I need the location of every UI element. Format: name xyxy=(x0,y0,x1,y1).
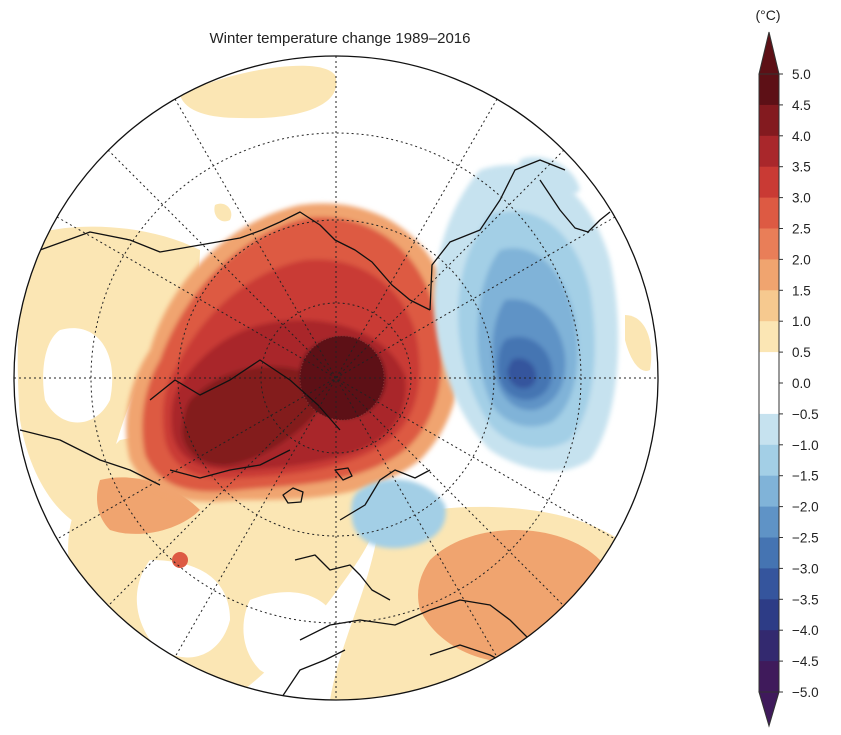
legend-swatch xyxy=(759,537,779,569)
legend-swatch xyxy=(759,135,779,168)
neutral-regions xyxy=(43,328,340,680)
cold-siberia-anomaly xyxy=(434,164,619,471)
legend-tick-label: 5.0 xyxy=(792,67,811,82)
legend-tick-label: −3.5 xyxy=(792,592,819,607)
legend-swatch xyxy=(759,259,779,291)
legend-unit: (°C) xyxy=(755,7,780,23)
legend-swatch xyxy=(759,630,779,662)
legend-arrow-top xyxy=(758,31,780,75)
legend-tick-label: −2.5 xyxy=(792,531,819,546)
legend-swatch xyxy=(759,74,779,106)
legend-swatch xyxy=(759,104,779,137)
legend-swatch xyxy=(759,599,779,631)
legend-swatch xyxy=(759,166,779,199)
legend-tick-label: −4.5 xyxy=(792,654,819,669)
legend-tick-label: 0.5 xyxy=(792,345,811,360)
legend-swatch xyxy=(759,228,779,260)
legend-tick-label: 0.0 xyxy=(792,376,811,391)
legend-swatch xyxy=(759,475,779,508)
legend-tick-label: 4.5 xyxy=(792,98,811,113)
legend-swatch xyxy=(759,197,779,229)
legend-tick-label: 3.5 xyxy=(792,160,811,175)
legend-tick-label: 3.0 xyxy=(792,191,811,206)
graticule xyxy=(14,56,658,700)
legend-swatch xyxy=(759,383,779,415)
legend-arrow-bottom xyxy=(758,691,780,728)
legend-tick-label: −0.5 xyxy=(792,407,819,422)
legend-tick-label: −3.0 xyxy=(792,561,819,576)
legend-tick-label: −1.5 xyxy=(792,469,819,484)
legend-tick-label: 1.0 xyxy=(792,314,811,329)
map-frame xyxy=(13,55,659,701)
legend-tick-label: 2.0 xyxy=(792,252,811,267)
legend-tick-label: 2.5 xyxy=(792,222,811,237)
legend-tick-label: −5.0 xyxy=(792,685,819,700)
legend-tick-label: −1.0 xyxy=(792,438,819,453)
hatched-pole-dot xyxy=(300,336,384,420)
legend-swatch xyxy=(759,413,779,446)
legend-tick-label: 1.5 xyxy=(792,283,811,298)
legend-tick-label: 4.0 xyxy=(792,129,811,144)
legend-swatch xyxy=(759,321,779,353)
legend-tick-label: −2.0 xyxy=(792,500,819,515)
map-title: Winter temperature change 1989–2016 xyxy=(209,30,471,47)
legend-swatch xyxy=(759,444,779,477)
warm-arctic-anomaly xyxy=(126,203,460,502)
legend-swatch xyxy=(759,568,779,600)
legend-swatch xyxy=(759,352,779,384)
warm-spot xyxy=(172,552,188,568)
legend-tick-label: −4.0 xyxy=(792,623,819,638)
cold-scandinavia-anomaly xyxy=(351,479,446,549)
legend-swatch xyxy=(759,506,779,538)
temperature-field xyxy=(14,56,658,700)
legend-swatch xyxy=(759,661,779,693)
legend-swatch xyxy=(759,290,779,322)
